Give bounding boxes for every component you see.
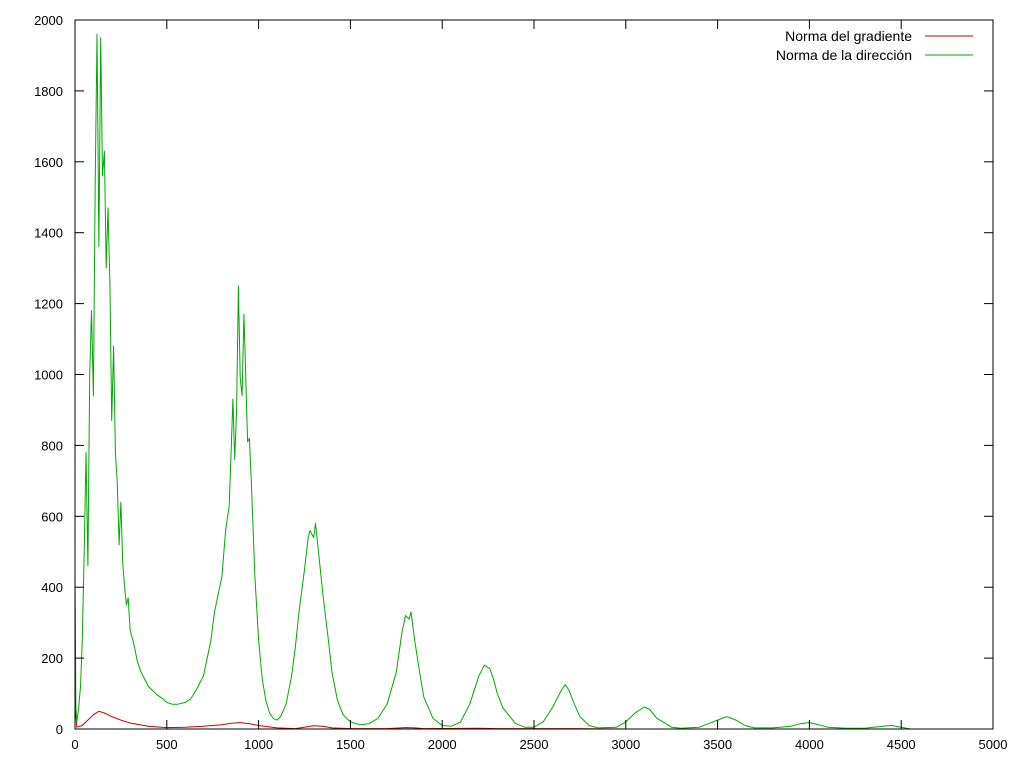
legend-label: Norma de la dirección <box>776 47 912 63</box>
legend-label: Norma del gradiente <box>785 28 912 44</box>
x-tick-label: 4500 <box>887 737 916 752</box>
x-tick-label: 0 <box>71 737 78 752</box>
series-line-0 <box>74 704 902 730</box>
y-tick-label: 1000 <box>34 368 63 383</box>
y-tick-label: 800 <box>41 438 63 453</box>
y-tick-label: 1600 <box>34 155 63 170</box>
axis-tick-labels: 0 500 1000 1500 2000 2500 3000 3500 4000 4500 5000… <box>34 13 1007 752</box>
axis-ticks <box>74 19 994 730</box>
x-tick-label: 1000 <box>244 737 273 752</box>
y-tick-label: 600 <box>41 509 63 524</box>
y-tick-label: 400 <box>41 580 63 595</box>
y-tick-label: 1200 <box>34 297 63 312</box>
series-line-1 <box>74 33 920 730</box>
x-tick-label: 4000 <box>795 737 824 752</box>
x-tick-label: 3500 <box>703 737 732 752</box>
x-tick-label: 2000 <box>428 737 457 752</box>
series-layer <box>74 33 920 730</box>
y-tick-label: 2000 <box>34 13 63 28</box>
y-tick-label: 1400 <box>34 226 63 241</box>
x-tick-label: 2500 <box>520 737 549 752</box>
x-tick-label: 1500 <box>336 737 365 752</box>
y-tick-label: 200 <box>41 651 63 666</box>
y-tick-label: 0 <box>56 722 63 737</box>
x-tick-label: 3000 <box>611 737 640 752</box>
legend: Norma del gradiente Norma de la dirección <box>776 28 973 63</box>
x-tick-label: 5000 <box>979 737 1008 752</box>
y-tick-label: 1800 <box>34 84 63 99</box>
x-tick-label: 500 <box>156 737 178 752</box>
